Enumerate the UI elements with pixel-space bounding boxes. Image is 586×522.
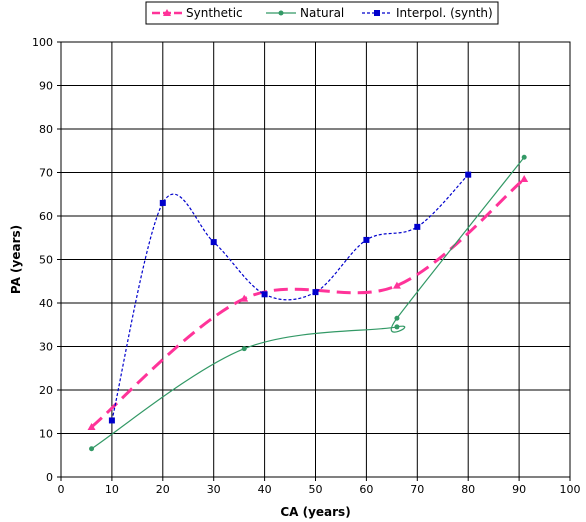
series-natural bbox=[89, 154, 527, 452]
data-point-synthetic bbox=[87, 422, 96, 430]
data-point-interpol-synth bbox=[159, 199, 166, 206]
data-point-interpol-synth bbox=[414, 223, 421, 230]
y-tick-label: 70 bbox=[39, 167, 53, 180]
data-point-interpol-synth bbox=[363, 236, 370, 243]
legend-label-interpol-synth: Interpol. (synth) bbox=[396, 6, 493, 20]
series-layer bbox=[87, 154, 529, 452]
ticks: 0 10 20 30 40 50 60 70 80 90 100 0 10 20 30 40 50 60 70 80 9… bbox=[32, 36, 581, 496]
x-tick-label: 100 bbox=[560, 483, 581, 496]
legend: Synthetic Natural Interpol. (synth) bbox=[145, 1, 499, 25]
x-tick-label: 60 bbox=[359, 483, 373, 496]
series-interpol-synth bbox=[108, 171, 472, 424]
data-point-interpol-synth bbox=[465, 171, 472, 178]
y-tick-label: 50 bbox=[39, 254, 53, 267]
x-tick-label: 80 bbox=[461, 483, 475, 496]
legend-box bbox=[145, 1, 499, 25]
legend-label-synthetic: Synthetic bbox=[186, 6, 243, 20]
x-tick-label: 30 bbox=[207, 483, 221, 496]
y-tick-label: 20 bbox=[39, 384, 53, 397]
y-tick-label: 90 bbox=[39, 80, 53, 93]
data-point-natural bbox=[394, 315, 400, 321]
x-tick-label: 50 bbox=[309, 483, 323, 496]
legend-marker-synthetic bbox=[163, 9, 171, 16]
data-point-interpol-synth bbox=[108, 417, 115, 424]
legend-marker-natural bbox=[278, 10, 284, 16]
data-point-interpol-synth bbox=[210, 239, 217, 246]
x-tick-label: 90 bbox=[512, 483, 526, 496]
data-point-synthetic bbox=[240, 294, 249, 302]
x-axis-title: CA (years) bbox=[280, 505, 350, 519]
data-point-natural bbox=[394, 324, 400, 330]
x-tick-label: 40 bbox=[258, 483, 272, 496]
x-tick-label: 10 bbox=[105, 483, 119, 496]
y-tick-label: 60 bbox=[39, 210, 53, 223]
y-axis-title: PA (years) bbox=[9, 225, 23, 294]
x-tick-label: 70 bbox=[410, 483, 424, 496]
y-tick-label: 40 bbox=[39, 297, 53, 310]
data-point-natural bbox=[521, 154, 527, 160]
y-tick-label: 0 bbox=[46, 471, 53, 484]
legend-label-natural: Natural bbox=[300, 6, 344, 20]
data-point-synthetic bbox=[520, 175, 529, 183]
y-tick-label: 30 bbox=[39, 341, 53, 354]
y-tick-label: 10 bbox=[39, 428, 53, 441]
data-point-natural bbox=[89, 446, 95, 452]
y-tick-label: 80 bbox=[39, 123, 53, 136]
data-point-interpol-synth bbox=[312, 289, 319, 296]
data-point-interpol-synth bbox=[261, 291, 268, 298]
data-point-natural bbox=[241, 346, 247, 352]
y-tick-label: 100 bbox=[32, 36, 53, 49]
x-tick-label: 0 bbox=[58, 483, 65, 496]
x-tick-label: 20 bbox=[156, 483, 170, 496]
legend-marker-interpol-synth bbox=[374, 10, 380, 16]
data-point-synthetic bbox=[392, 281, 401, 289]
